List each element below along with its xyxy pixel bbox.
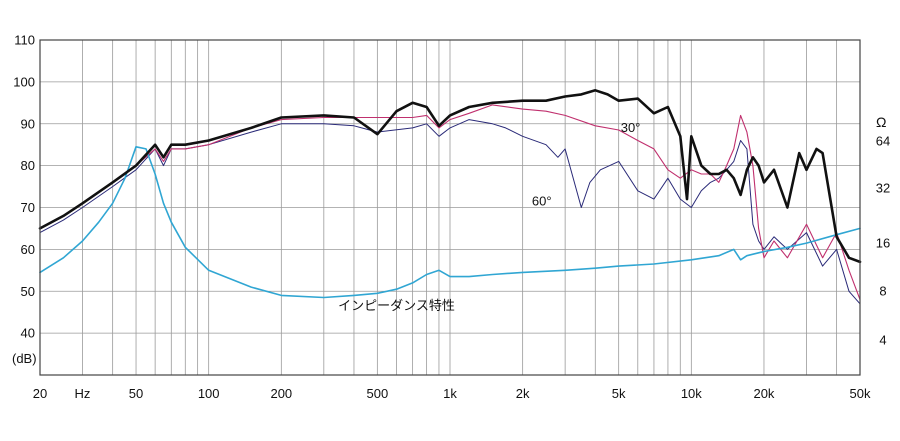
- tick-labels: 20 Hz 50 100 200 500 1k 2k 5k 10k 20k 50k 110 100 90 80…: [13, 33, 890, 402]
- x-tick-label: 50k: [850, 386, 871, 401]
- annotation-impedance: インピーダンス特性: [338, 298, 455, 313]
- x-tick-label: 20: [33, 386, 47, 401]
- x-tick-label: 2k: [516, 386, 530, 401]
- y-tick-label: 40: [21, 326, 35, 341]
- x-tick-label: 200: [270, 386, 292, 401]
- y-tick-label: 80: [21, 158, 35, 173]
- y2-tick-label: 4: [879, 333, 886, 348]
- annotation-30deg: 30°: [621, 120, 641, 135]
- x-tick-label: 20k: [753, 386, 774, 401]
- y-unit-label: (dB): [12, 351, 37, 366]
- series-line-1: [39, 104, 861, 301]
- x-tick-label: 10k: [681, 386, 702, 401]
- y-tick-label: 60: [21, 242, 35, 257]
- x-tick-label: 50: [129, 386, 143, 401]
- annotation-60deg: 60°: [532, 193, 552, 208]
- y-tick-label: 70: [21, 200, 35, 215]
- y2-tick-label: 32: [876, 181, 890, 196]
- x-tick-label: Hz: [75, 386, 91, 401]
- y2-unit-label: Ω: [876, 114, 886, 130]
- x-tick-label: 100: [198, 386, 220, 401]
- series-group: [38, 89, 862, 305]
- x-tick-label: 5k: [612, 386, 626, 401]
- y-tick-label: 110: [14, 33, 35, 48]
- y-tick-label: 100: [13, 74, 35, 89]
- y2-tick-label: 64: [876, 134, 890, 149]
- x-tick-label: 500: [367, 386, 389, 401]
- grid: [40, 40, 860, 375]
- y2-tick-label: 16: [876, 236, 890, 251]
- series-line-3: [39, 146, 861, 299]
- series-line-0: [38, 89, 862, 264]
- x-tick-label: 1k: [443, 386, 457, 401]
- y2-tick-label: 8: [879, 284, 886, 299]
- y-tick-label: 50: [21, 284, 35, 299]
- plot-frame: [39, 39, 861, 376]
- y-tick-label: 90: [21, 116, 35, 131]
